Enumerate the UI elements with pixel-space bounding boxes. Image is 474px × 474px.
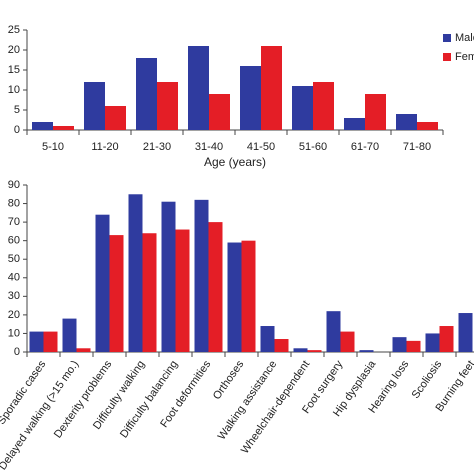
bar [406,340,421,352]
bar [32,122,53,130]
bar [142,233,157,352]
bar [292,86,313,130]
x-tick-label: Dexterity problems [52,358,115,440]
bar [458,313,473,352]
y-tick-label: 70 [8,216,20,228]
bar [261,46,282,130]
y-tick-label: 5 [14,104,20,116]
x-tick-label: Difficulty balancing [118,359,180,441]
bar [359,350,374,352]
y-tick-label: 25 [8,24,20,36]
x-tick-label: 51-60 [299,141,327,153]
bar [53,126,74,130]
y-tick-label: 60 [8,235,20,247]
x-tick-label: 41-50 [247,141,275,153]
x-tick-label: 11-20 [91,141,118,153]
bar [326,311,341,352]
y-tick-label: 90 [8,179,20,191]
legend-label: Female [455,51,474,63]
bar [209,94,230,130]
y-tick-label: 30 [8,290,20,302]
bar [344,118,365,130]
bar [161,201,176,352]
bar [84,82,105,130]
y-tick-label: 20 [8,44,20,56]
bar [136,58,157,130]
x-tick-label: 21-30 [143,141,171,153]
bar [62,318,77,352]
y-tick-label: 10 [8,327,20,339]
y-tick-label: 0 [14,346,20,358]
legend-swatch [443,53,451,61]
y-tick-label: 40 [8,272,20,284]
bar [293,348,308,352]
y-tick-label: 80 [8,197,20,209]
x-tick-label: Scoliosis [410,358,445,401]
x-axis-label: Age (years) [204,155,266,169]
y-tick-label: 0 [14,124,20,136]
bar [313,82,334,130]
bar [95,214,110,352]
bar [307,350,322,352]
x-tick-label: Orthoses [211,358,247,402]
x-tick-label: 61-70 [351,141,379,153]
bar [109,235,124,352]
y-tick-label: 15 [8,64,20,76]
x-tick-label: 31-40 [195,141,223,153]
bar [417,122,438,130]
bar [43,331,58,352]
bar [365,94,386,130]
bar [175,229,190,352]
bar [241,240,256,352]
x-tick-label: Walking assistance [216,359,280,443]
bar [227,242,242,352]
x-tick-label: 5-10 [42,141,64,153]
x-tick-label: 71-80 [403,141,431,153]
bar [105,106,126,130]
bar [340,331,355,352]
legend-label: Male [455,32,474,44]
y-tick-label: 50 [8,253,20,265]
bar [128,194,143,352]
bar [425,333,440,352]
bar [194,199,209,352]
bar [76,348,91,352]
legend-swatch [443,34,451,42]
bar [157,82,178,130]
bar [439,326,454,352]
bar [392,337,407,352]
bar [188,46,209,130]
y-tick-label: 20 [8,309,20,321]
bar [274,339,289,352]
bar [260,326,275,352]
bar [208,222,223,352]
y-tick-label: 10 [8,84,20,96]
bar [29,331,44,352]
bar [396,114,417,130]
bar [240,66,261,130]
